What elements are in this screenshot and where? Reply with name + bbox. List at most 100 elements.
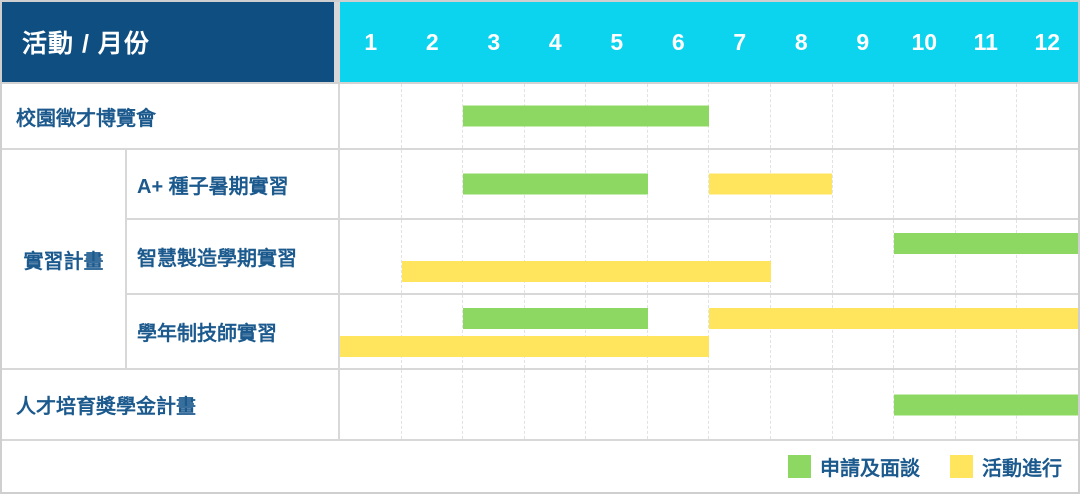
month-cell: [648, 370, 710, 439]
month-header-cell: 8: [794, 28, 808, 55]
group-label-text: 實習計畫: [23, 250, 104, 273]
month-cell: [586, 295, 648, 368]
month-cell: [586, 370, 648, 439]
month-cell: [956, 220, 1018, 293]
timeline-track-yearly: [340, 295, 1078, 370]
schedule-body: 校園徵才博覽會 實習計畫 A+ 種子暑期實習 智慧製造學期實習 學年制技師實習 …: [2, 84, 1078, 441]
month-cell: [648, 220, 710, 293]
month-cell: [771, 295, 833, 368]
green-swatch-icon: [788, 455, 811, 478]
month-header-cell: 11: [973, 28, 998, 55]
yellow-swatch-icon: [950, 455, 973, 478]
month-cell: [771, 150, 833, 218]
month-cell: [463, 370, 525, 439]
month-header-cell: 4: [548, 28, 562, 55]
gantt-bar-apply: [893, 394, 1078, 415]
month-cell: [956, 295, 1018, 368]
month-cell: [525, 220, 587, 293]
month-cell: [833, 370, 895, 439]
month-header-cell: 6: [671, 28, 685, 55]
month-header-cell: 7: [733, 28, 747, 55]
month-header-cell: 1: [364, 28, 378, 55]
row-label-text: 智慧製造學期實習: [137, 248, 297, 270]
row-label-text: 學年制技師實習: [137, 323, 277, 345]
month-cell: [402, 220, 464, 293]
month-header-cell: 3: [487, 28, 501, 55]
gantt-bar-ongoing: [340, 336, 709, 357]
month-cell: [709, 84, 772, 148]
month-cell: [1017, 150, 1078, 218]
month-cell: [894, 295, 956, 368]
month-gridlines: [340, 220, 1078, 293]
legend: 申請及面談 活動進行: [2, 441, 1078, 492]
row-label-text: 人才培育獎學金計畫: [16, 396, 196, 418]
month-cell: [525, 370, 587, 439]
timeline-track-fair: [340, 84, 1078, 150]
gantt-bar-apply: [463, 308, 648, 329]
header-corner-cell: 活動 / 月份: [2, 2, 340, 82]
group-label-internship: 實習計畫: [2, 150, 127, 370]
month-cell: [340, 220, 402, 293]
month-cell: [340, 84, 402, 148]
month-cell: [402, 295, 464, 368]
legend-item-apply: 申請及面談: [788, 452, 920, 481]
month-cell: [1017, 84, 1078, 148]
month-header-cell: 9: [856, 28, 870, 55]
month-cell: [833, 295, 895, 368]
row-label-text: 校園徵才博覽會: [16, 107, 156, 130]
month-header-cell: 10: [911, 28, 938, 55]
month-cell: [956, 150, 1018, 218]
month-cell: [340, 295, 402, 368]
gantt-bar-apply: [463, 173, 648, 195]
legend-item-ongoing: 活動進行: [950, 452, 1062, 481]
gantt-bar-apply: [893, 233, 1078, 254]
month-cell: [709, 220, 772, 293]
row-label-scholarship: 人才培育獎學金計畫: [2, 370, 340, 441]
timeline-track-smart: [340, 220, 1078, 295]
row-label-text: A+ 種子暑期實習: [137, 175, 289, 198]
month-cell: [771, 84, 833, 148]
month-header-cell: 5: [610, 28, 624, 55]
month-cell: [956, 84, 1018, 148]
gantt-bar-ongoing: [401, 261, 771, 282]
timeline-track-aplus: [340, 150, 1078, 220]
month-cell: [709, 295, 772, 368]
month-cell: [402, 150, 464, 218]
month-cell: [586, 220, 648, 293]
month-cell: [833, 220, 895, 293]
month-cell: [894, 150, 956, 218]
month-cell: [833, 150, 895, 218]
gantt-bar-ongoing: [709, 308, 1078, 329]
month-gridlines: [340, 84, 1078, 148]
row-label-smart: 智慧製造學期實習: [127, 220, 340, 295]
month-header-cell: 12: [1034, 28, 1061, 55]
month-cell: [648, 295, 710, 368]
month-gridlines: [340, 295, 1078, 368]
month-cell: [894, 220, 956, 293]
gantt-bar-apply: [463, 105, 709, 127]
legend-label-ongoing: 活動進行: [982, 458, 1062, 480]
month-cell: [463, 220, 525, 293]
month-cell: [648, 150, 710, 218]
month-header-cell: 2: [425, 28, 439, 55]
row-label-yearly: 學年制技師實習: [127, 295, 340, 370]
month-cell: [340, 370, 402, 439]
month-cell: [1017, 220, 1078, 293]
legend-label-apply: 申請及面談: [820, 458, 920, 480]
month-cell: [525, 295, 587, 368]
month-header: 1 2 3 4 5 6 7 8 9 10 11 12: [340, 2, 1078, 82]
row-label-aplus: A+ 種子暑期實習: [127, 150, 340, 220]
month-cell: [894, 84, 956, 148]
month-cell: [771, 370, 833, 439]
gantt-bar-ongoing: [709, 173, 832, 195]
table-header: 活動 / 月份 1 2 3 4 5 6 7 8 9 10 11 12: [2, 2, 1078, 84]
month-cell: [833, 84, 895, 148]
header-corner-label: 活動 / 月份: [22, 30, 150, 58]
month-cell: [1017, 295, 1078, 368]
month-cell: [340, 150, 402, 218]
month-cell: [402, 84, 464, 148]
month-cell: [402, 370, 464, 439]
month-cell: [709, 370, 772, 439]
timeline-track-scholarship: [340, 370, 1078, 441]
